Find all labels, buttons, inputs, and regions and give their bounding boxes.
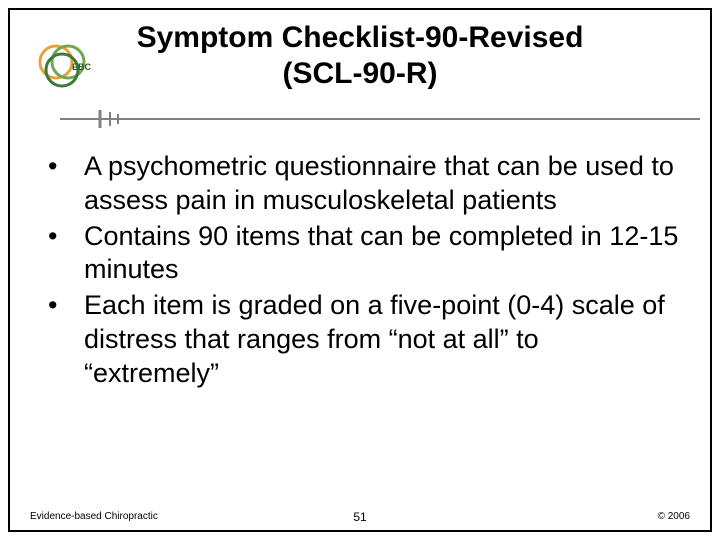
bullet-mark-icon: • [40,150,84,184]
bullet-text: A psychometric questionnaire that can be… [84,150,680,218]
divider-line [60,110,700,116]
bullet-item: • A psychometric questionnaire that can … [40,150,680,218]
slide-title: Symptom Checklist-90-Revised (SCL-90-R) [10,20,710,92]
bullet-mark-icon: • [40,289,84,323]
slide-number: 51 [353,510,366,524]
title-line2: (SCL-90-R) [10,56,710,92]
header-area: EBC Symptom Checklist-90-Revised (SCL-90… [10,10,710,114]
content-area: • A psychometric questionnaire that can … [40,150,680,392]
bullet-item: • Contains 90 items that can be complete… [40,220,680,288]
footer-left: Evidence-based Chiropractic [30,511,158,522]
title-line1: Symptom Checklist-90-Revised [137,21,584,54]
slide-frame: EBC Symptom Checklist-90-Revised (SCL-90… [8,8,712,532]
bullet-mark-icon: • [40,220,84,254]
footer-copyright: © 2006 [658,511,690,522]
footer: Evidence-based Chiropractic 51 © 2006 [30,511,690,522]
bullet-text: Each item is graded on a five-point (0-4… [84,289,680,390]
bullet-item: • Each item is graded on a five-point (0… [40,289,680,390]
bullet-text: Contains 90 items that can be completed … [84,220,680,288]
